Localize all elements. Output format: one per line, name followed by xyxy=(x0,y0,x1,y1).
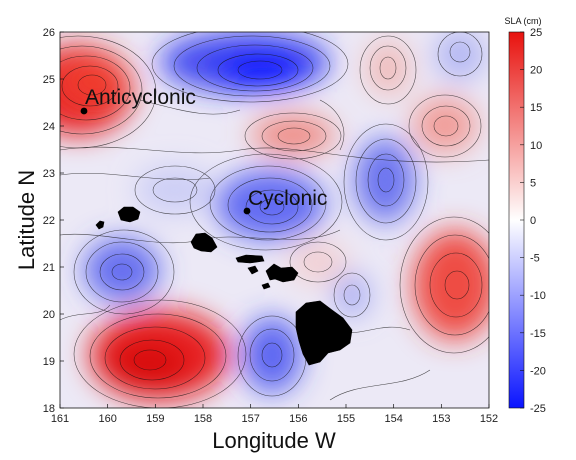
y-tick-label: 19 xyxy=(43,356,55,368)
x-axis: 161 160 159 158 157 156 155 154 153 152 xyxy=(51,404,498,425)
y-tick-label: 18 xyxy=(43,403,55,415)
colorbar-tick-label: -20 xyxy=(530,365,546,377)
y-tick-label: 25 xyxy=(43,74,55,86)
x-tick-label: 159 xyxy=(146,413,164,425)
colorbar-tick-label: 10 xyxy=(530,140,542,152)
colorbar-title: SLA (cm) xyxy=(504,16,541,26)
cyclonic-label: Cyclonic xyxy=(248,187,327,210)
y-tick-label: 23 xyxy=(43,168,55,180)
y-axis-label: Latitude N xyxy=(14,170,39,270)
cyclonic-marker xyxy=(243,207,251,215)
x-tick-label: 154 xyxy=(384,413,402,425)
x-tick-label: 152 xyxy=(480,413,498,425)
y-tick-label: 26 xyxy=(43,27,55,39)
y-tick-label: 21 xyxy=(43,262,55,274)
island-maui xyxy=(265,263,299,283)
colorbar-tick-label: 20 xyxy=(530,65,542,77)
y-tick-label: 22 xyxy=(43,215,55,227)
contour-lines xyxy=(60,32,489,408)
colorbar-tick-label: 25 xyxy=(530,27,542,39)
island-oahu xyxy=(190,232,218,253)
island-niihau xyxy=(95,220,105,230)
colorbar: SLA (cm) 25 20 15 10 5 0 -5 -10 -15 -20 -25 xyxy=(504,16,545,415)
colorbar-tick-label: -15 xyxy=(530,328,546,340)
y-axis: 18 19 20 21 22 23 24 25 26 xyxy=(43,27,64,415)
island-lanai xyxy=(247,265,259,275)
anticyclonic-marker xyxy=(80,107,88,115)
x-axis-label: Longitude W xyxy=(212,428,336,453)
x-tick-label: 156 xyxy=(289,413,307,425)
island-kahoolawe xyxy=(261,282,271,290)
anticyclonic-label: Anticyclonic xyxy=(85,86,196,109)
x-tick-label: 157 xyxy=(241,413,259,425)
x-tick-label: 158 xyxy=(194,413,212,425)
island-molokai xyxy=(235,254,265,264)
colorbar-ticks: 25 20 15 10 5 0 -5 -10 -15 -20 -25 xyxy=(520,27,546,415)
colorbar-tick-label: 0 xyxy=(530,215,536,227)
x-tick-label: 155 xyxy=(337,413,355,425)
colorbar-tick-label: -5 xyxy=(530,253,540,265)
map-panel xyxy=(59,31,490,409)
x-tick-label: 160 xyxy=(98,413,116,425)
colorbar-tick-label: -25 xyxy=(530,403,546,415)
y-tick-label: 20 xyxy=(43,309,55,321)
island-kauai xyxy=(117,206,141,223)
annotations: Anticyclonic Cyclonic xyxy=(80,86,327,215)
colorbar-tick-label: 5 xyxy=(530,177,536,189)
y-tick-label: 24 xyxy=(43,121,55,133)
colorbar-tick-label: -10 xyxy=(530,290,546,302)
x-tick-label: 161 xyxy=(51,413,69,425)
hawaiian-islands xyxy=(95,206,353,366)
x-tick-label: 153 xyxy=(432,413,450,425)
colorbar-tick-label: 15 xyxy=(530,102,542,114)
island-hawaii xyxy=(295,300,353,366)
